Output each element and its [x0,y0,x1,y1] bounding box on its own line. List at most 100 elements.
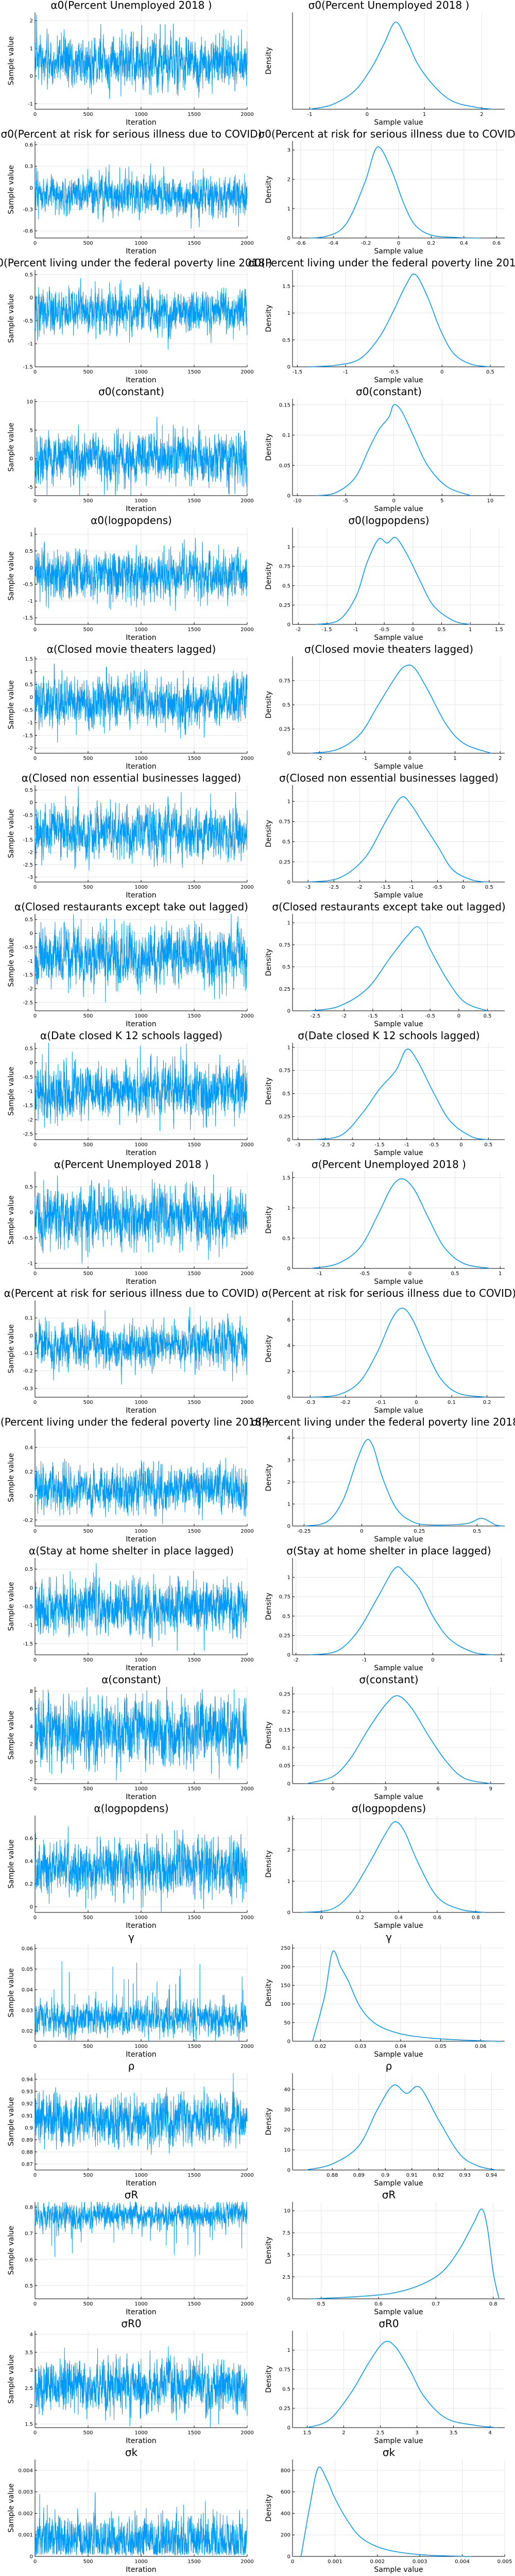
y-tick-label: -1 [28,1089,33,1095]
x-tick-label: 0 [33,498,37,504]
y-axis-label: Sample value [7,551,15,600]
y-tick-label: -2.5 [23,862,33,868]
x-tick-label: -2.5 [320,1142,331,1148]
panel-title: σ0(Percent living under the federal pove… [0,257,272,269]
y-axis-label: Sample value [7,809,15,858]
x-tick-label: 2000 [241,1915,253,1921]
panel-title: σ(constant) [359,1673,418,1686]
y-axis-label: Density [265,433,273,461]
x-tick-label: 1 [500,1657,503,1663]
y-tick-label: -0.6 [23,229,33,234]
x-tick-label: 9 [489,1786,492,1792]
y-tick-label: 0.03 [22,2008,33,2014]
x-tick-label: 0 [33,756,37,761]
panel-18: σ(Date closed K 12 schools lagged) -3 -2.5… [265,1029,505,1157]
x-axis-label: Sample value [374,1406,423,1415]
y-tick-label: 0.75 [279,679,290,684]
y-tick-label: 0 [30,1585,33,1591]
x-tick-label: 0 [408,1271,411,1277]
y-tick-label: 0.8 [25,2205,33,2211]
x-tick-label: 0.7 [432,2301,440,2307]
x-axis-label: Iteration [126,762,156,771]
x-tick-label: 1500 [187,2301,200,2307]
panel-title: σ(Percent Unemployed 2018 ) [312,1158,466,1171]
x-tick-label: 0.6 [374,2301,383,2307]
x-tick-label: 0 [397,241,400,246]
x-tick-label: 0.5 [317,2301,325,2307]
y-tick-label: 0.75 [279,564,290,570]
x-tick-label: 4 [488,2430,491,2436]
panel-39: σk 0 500 1000 1500 2000 0 0.001 0.002 0.003 0.004 I… [7,2446,254,2574]
x-tick-label: 1500 [187,2430,200,2436]
density-curve [310,2208,500,2299]
y-tick-label: 0.5 [25,549,33,554]
x-tick-label: 500 [83,2044,93,2049]
y-tick-label: 600 [281,2489,290,2495]
trace-line [35,2346,248,2428]
x-tick-label: -1.5 [381,885,391,890]
y-tick-label: -1.5 [23,733,33,739]
x-tick-label: -10 [293,498,301,504]
x-tick-label: 1000 [134,112,147,117]
x-axis-label: Iteration [126,2050,156,2059]
panel-title: γ [386,1931,392,1943]
x-tick-label: 0 [33,627,37,633]
panel-title: α(Closed movie theaters lagged) [47,643,216,655]
y-tick-label: 0.88 [22,2149,33,2155]
y-tick-label: 100 [281,2002,290,2007]
y-tick-label: 0.75 [279,1068,290,1074]
x-tick-label: -0.1 [376,1400,386,1405]
x-tick-label: 0 [33,1271,37,1277]
x-tick-label: 500 [83,1142,93,1148]
x-tick-label: 0 [291,2559,294,2565]
y-axis-label: Sample value [7,1839,15,1888]
panel-title: σ(Stay at home shelter in place lagged) [286,1545,491,1557]
x-tick-label: 0 [33,2301,37,2307]
x-tick-label: 2000 [241,627,253,633]
y-tick-label: -2.5 [23,1131,33,1137]
panel-title: α(Percent at risk for serious illness du… [4,1287,259,1299]
panel-title: σ(Closed movie theaters lagged) [304,643,473,655]
y-tick-label: 0.94 [22,2077,33,2082]
y-tick-label: -2 [28,1117,33,1123]
panel-3: σ0(Percent at risk for serious illness d… [1,128,262,256]
x-tick-label: 0 [33,1529,37,1534]
panel-16: σ(Closed restaurants except take out lag… [265,901,506,1028]
trace-line [35,913,248,1003]
y-axis-label: Sample value [7,938,15,987]
panel-33: ρ 0 500 1000 1500 2000 0.87 0.88 0.89 0.9 0.91 0.92… [7,2060,254,2188]
x-axis-label: Iteration [126,505,156,513]
trace-line [35,2492,248,2556]
x-tick-label: 2000 [241,1142,253,1148]
trace-line [35,163,248,229]
y-tick-label: 0 [287,1266,290,1272]
x-tick-label: 500 [83,369,93,375]
y-tick-label: 4 [287,1343,290,1349]
x-tick-label: 1000 [134,1786,147,1792]
y-tick-label: 0.25 [279,987,290,992]
y-tick-label: -2 [28,746,33,752]
x-tick-label: 1500 [187,885,200,890]
y-tick-label: -1 [28,342,33,347]
y-tick-label: 4 [30,2332,33,2337]
x-tick-label: 1 [423,112,426,117]
x-tick-label: 1500 [187,1400,200,1405]
panel-15: α(Closed restaurants except take out lag… [7,901,254,1028]
x-tick-label: 1 [469,627,472,633]
x-tick-label: -1 [353,627,358,633]
x-tick-label: 1000 [134,1529,147,1534]
y-tick-label: 0.4 [25,1859,33,1865]
y-tick-label: 0 [287,1138,290,1143]
x-tick-label: 1000 [134,885,147,890]
y-axis-label: Density [265,1850,273,1877]
x-tick-label: 500 [83,241,93,246]
panel-13: α(Closed non essential businesses lagged… [7,772,254,900]
y-tick-label: 0.25 [279,2406,290,2412]
panel-37: σR0 0 500 1000 1500 2000 1.5 2 2.5 3 3.5 4 Iteration… [7,2317,254,2445]
x-tick-label: -2 [350,1142,355,1148]
density-curve [302,1821,486,1913]
x-tick-label: 0.5 [438,627,446,633]
y-tick-label: 200 [281,1964,290,1970]
x-tick-label: 1000 [134,1915,147,1921]
x-axis-label: Iteration [126,1278,156,1286]
